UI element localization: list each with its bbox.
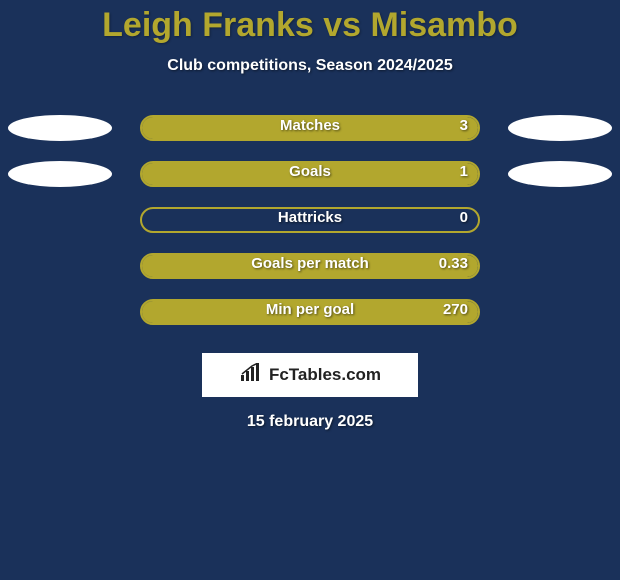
stat-value-right: 270 (443, 301, 468, 318)
left-shadow-ellipse (8, 161, 112, 187)
date-label: 15 february 2025 (0, 413, 620, 431)
stat-row: Matches 3 (0, 105, 620, 151)
right-shadow-ellipse (508, 115, 612, 141)
stat-label: Matches (280, 117, 340, 134)
bar-chart-icon (239, 363, 263, 388)
stat-value-right: 0.33 (439, 255, 468, 272)
subtitle: Club competitions, Season 2024/2025 (0, 57, 620, 75)
left-shadow-ellipse (8, 115, 112, 141)
stat-bar-track: Goals 1 (140, 161, 480, 187)
comparison-infographic: Leigh Franks vs Misambo Club competition… (0, 0, 620, 580)
stat-label: Goals (289, 163, 331, 180)
stat-row: Goals 1 (0, 151, 620, 197)
right-shadow-ellipse (508, 161, 612, 187)
stat-label: Goals per match (251, 255, 369, 272)
stat-bar-track: Hattricks 0 (140, 207, 480, 233)
stat-label: Min per goal (266, 301, 354, 318)
source-logo[interactable]: FcTables.com (202, 353, 418, 397)
stat-bar-track: Min per goal 270 (140, 299, 480, 325)
stat-value-right: 0 (460, 209, 468, 226)
stat-rows: Matches 3 Goals 1 Hattricks 0 Goals per match 0… (0, 105, 620, 335)
stat-row: Goals per match 0.33 (0, 243, 620, 289)
page-title: Leigh Franks vs Misambo (0, 0, 620, 45)
stat-value-right: 3 (460, 117, 468, 134)
stat-bar-track: Goals per match 0.33 (140, 253, 480, 279)
stat-row: Hattricks 0 (0, 197, 620, 243)
logo-text: FcTables.com (269, 365, 381, 385)
stat-label: Hattricks (278, 209, 342, 226)
stat-value-right: 1 (460, 163, 468, 180)
stat-bar-track: Matches 3 (140, 115, 480, 141)
stat-row: Min per goal 270 (0, 289, 620, 335)
